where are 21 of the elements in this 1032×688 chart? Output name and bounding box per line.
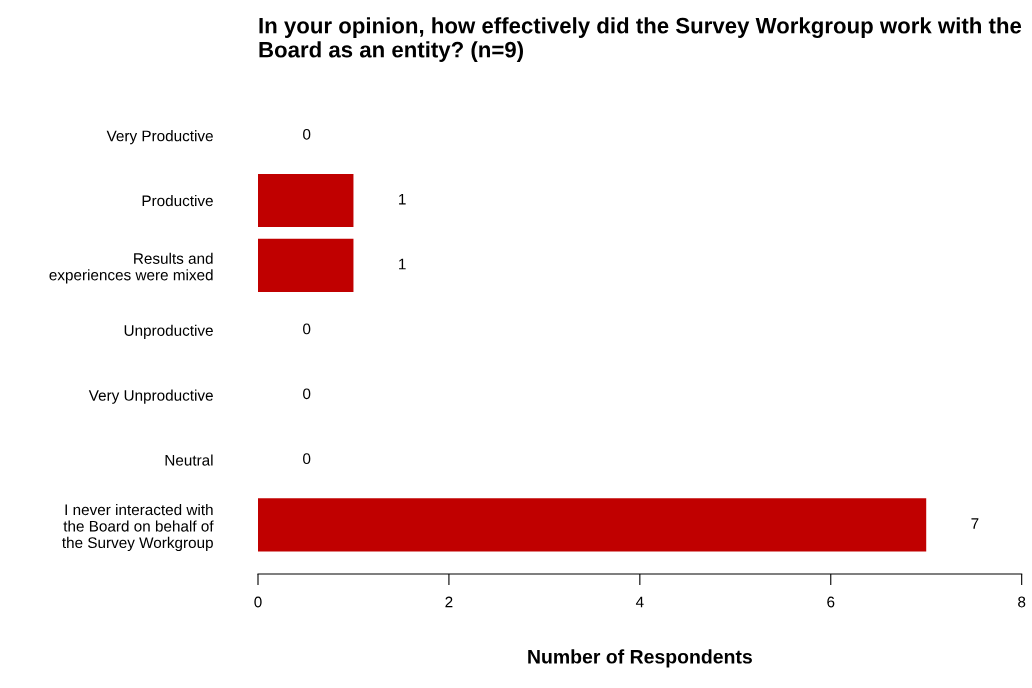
y-tick-label: Results and experiences were mixed — [49, 252, 213, 284]
data-label: 1 — [399, 258, 406, 270]
data-label: 0 — [303, 453, 311, 465]
x-tick-label: 4 — [635, 596, 644, 608]
x-tick-label: 6 — [827, 596, 835, 608]
x-tick-label: 8 — [1018, 596, 1026, 608]
x-tick-label: 2 — [445, 596, 453, 608]
data-label: 0 — [303, 323, 311, 335]
y-tick-label: Very Unproductive — [88, 389, 213, 404]
x-axis-title: Number of Respondents — [528, 649, 752, 668]
y-tick-label: Neutral — [165, 454, 213, 466]
data-label: 0 — [303, 128, 311, 140]
chart-title: In your opinion, how effectively did the Survey Workgroup work with the Board as an entity? (n=9) — [259, 17, 1022, 62]
y-tick-label: Unproductive — [124, 324, 213, 339]
y-tick-label: I never interacted with the Board on behalf of the Survey Workgroup — [62, 503, 214, 552]
data-label: 1 — [399, 193, 406, 205]
y-tick-label: Productive — [142, 194, 213, 207]
data-label: 7 — [971, 518, 979, 529]
data-label: 0 — [303, 388, 311, 400]
x-tick-label: 0 — [254, 596, 262, 608]
y-tick-label: Very Productive — [106, 130, 213, 145]
